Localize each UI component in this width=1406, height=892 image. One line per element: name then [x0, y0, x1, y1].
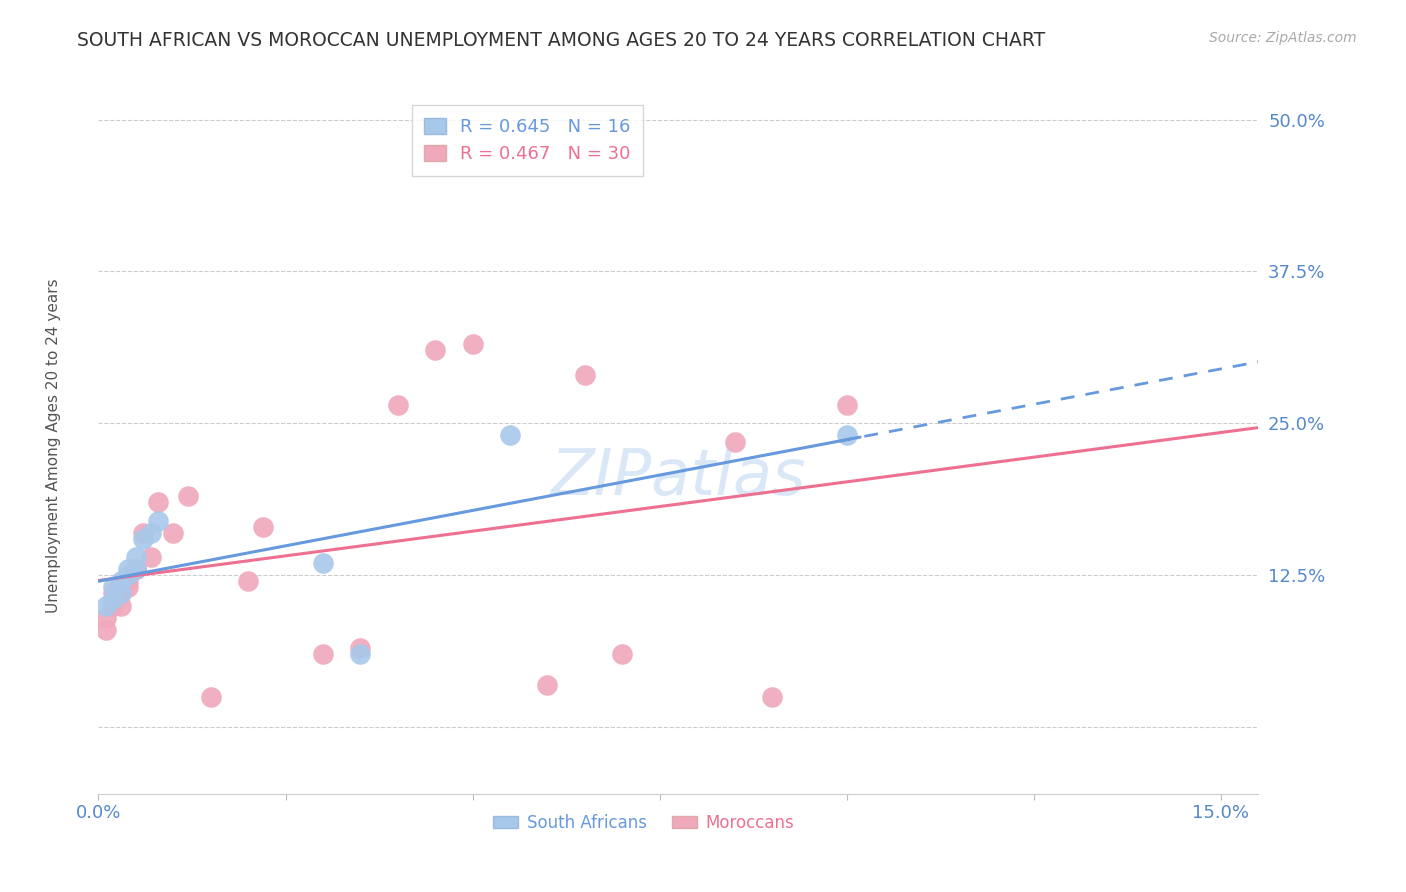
Point	[252, 519, 274, 533]
Point	[103, 580, 125, 594]
Point	[387, 398, 409, 412]
Point	[612, 647, 634, 661]
Point	[125, 562, 148, 576]
Point	[177, 489, 200, 503]
Point	[110, 574, 132, 589]
Point	[132, 525, 155, 540]
Point	[574, 368, 596, 382]
Point	[425, 343, 447, 358]
Point	[835, 428, 858, 442]
Point	[162, 525, 184, 540]
Point	[103, 586, 125, 600]
Point	[117, 574, 139, 589]
Point	[723, 434, 745, 449]
Point	[94, 599, 117, 613]
Point	[461, 337, 484, 351]
Text: Source: ZipAtlas.com: Source: ZipAtlas.com	[1209, 31, 1357, 45]
Point	[312, 647, 335, 661]
Point	[349, 647, 371, 661]
Point	[349, 641, 371, 656]
Point	[200, 690, 222, 704]
Legend: South Africans, Moroccans: South Africans, Moroccans	[486, 807, 800, 838]
Point	[94, 611, 117, 625]
Point	[536, 677, 558, 691]
Point	[110, 580, 132, 594]
Point	[761, 690, 783, 704]
Point	[125, 562, 148, 576]
Point	[236, 574, 259, 589]
Point	[110, 586, 132, 600]
Point	[103, 599, 125, 613]
Point	[94, 623, 117, 637]
Point	[499, 428, 522, 442]
Point	[139, 525, 162, 540]
Text: SOUTH AFRICAN VS MOROCCAN UNEMPLOYMENT AMONG AGES 20 TO 24 YEARS CORRELATION CHA: SOUTH AFRICAN VS MOROCCAN UNEMPLOYMENT A…	[77, 31, 1046, 50]
Point	[835, 398, 858, 412]
Point	[117, 580, 139, 594]
Point	[312, 556, 335, 570]
Point	[110, 586, 132, 600]
Point	[125, 549, 148, 564]
Text: ZIPatlas: ZIPatlas	[551, 446, 806, 508]
Point	[148, 495, 170, 509]
Point	[125, 562, 148, 576]
Point	[117, 562, 139, 576]
Text: Unemployment Among Ages 20 to 24 years: Unemployment Among Ages 20 to 24 years	[46, 278, 60, 614]
Point	[117, 568, 139, 582]
Point	[132, 532, 155, 546]
Point	[103, 592, 125, 607]
Point	[139, 549, 162, 564]
Point	[148, 514, 170, 528]
Point	[110, 599, 132, 613]
